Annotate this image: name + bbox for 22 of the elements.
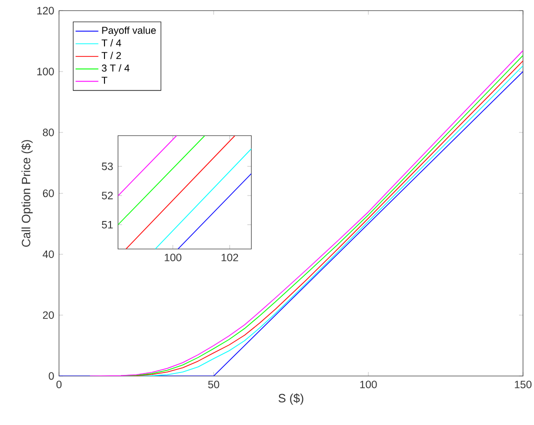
y-tick-label: 60 [42,190,54,198]
y-tick-label: 52 [102,192,113,200]
x-axis-title: S ($) [278,393,304,405]
legend-label: T / 2 [102,52,121,60]
legend-label: T / 4 [102,39,122,46]
y-tick-label: 40 [42,250,54,258]
x-tick-label: 100 [360,380,377,388]
y-tick-label: 20 [42,311,54,319]
x-tick-label: 102 [222,254,238,262]
y-tick-label: 53 [102,162,113,170]
legend-label: T [102,76,108,84]
y-tick-label: 80 [42,128,54,136]
y-tick-label: 100 [37,68,54,76]
x-tick-label: 0 [56,380,62,388]
x-tick-label: 150 [514,380,532,388]
legend-label: Payoff value [102,26,156,36]
y-tick-label: 0 [48,372,54,380]
x-tick-label: 50 [208,380,220,388]
legend-label: 3 T / 4 [102,64,130,72]
y-tick-label: 51 [102,221,113,228]
y-axis-title: Call Option Price ($) [21,140,33,247]
y-tick-label: 120 [37,6,54,14]
